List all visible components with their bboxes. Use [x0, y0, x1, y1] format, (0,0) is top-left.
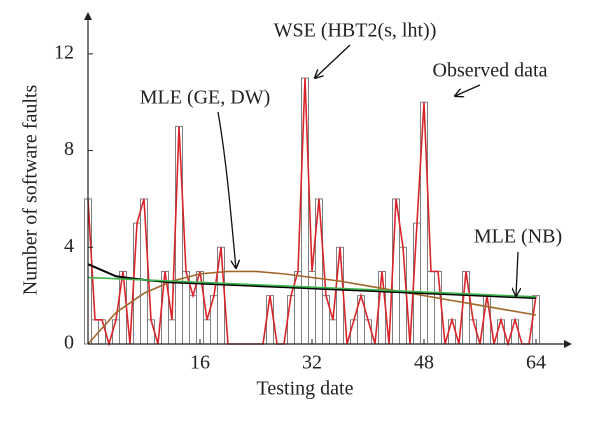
bar — [189, 295, 197, 345]
bar — [266, 295, 274, 345]
bar — [140, 198, 148, 345]
bar — [511, 319, 519, 345]
y-tick-label: 8 — [64, 138, 74, 160]
bar — [91, 319, 99, 345]
bar — [532, 295, 540, 345]
x-tick-label: 32 — [302, 352, 322, 374]
bar — [413, 222, 421, 345]
observed-line — [87, 78, 537, 347]
y-axis-label: Number of software faults — [20, 85, 42, 296]
y-tick-label: 0 — [64, 332, 74, 354]
bar — [378, 270, 386, 345]
x-axis-arrow — [564, 340, 572, 348]
bar — [399, 246, 407, 345]
bar — [497, 319, 505, 345]
bar — [168, 319, 176, 345]
bar — [427, 270, 435, 345]
bar — [483, 295, 491, 345]
bar — [350, 319, 358, 345]
bar — [112, 319, 120, 345]
annotation-arrow — [315, 44, 351, 78]
model-curve — [87, 270, 537, 345]
y-tick-label: 4 — [64, 235, 74, 257]
model-curve — [87, 263, 537, 300]
bar — [434, 270, 442, 345]
model-curve — [87, 276, 537, 298]
annotation-arrow — [516, 251, 518, 296]
x-tick-label: 48 — [414, 352, 434, 374]
bar — [469, 319, 477, 345]
bar — [329, 319, 337, 345]
bar — [287, 295, 295, 345]
y-axis-arrow — [84, 12, 92, 20]
x-axis-label: Testing date — [257, 378, 354, 400]
annotation-arrow — [455, 84, 481, 96]
bar — [133, 222, 141, 345]
annotation-arrow — [217, 111, 236, 268]
y-tick-label: 12 — [54, 41, 74, 63]
x-tick-label: 16 — [190, 352, 210, 374]
bar — [308, 270, 316, 345]
annotation: WSE (HBT2(s, lht)) — [274, 20, 437, 42]
bar — [462, 270, 470, 345]
bar — [336, 246, 344, 345]
annotation: MLE (GE, DW) — [140, 87, 271, 109]
x-tick-label: 64 — [526, 352, 546, 374]
annotation: MLE (NB) — [474, 226, 562, 248]
annotation: Observed data — [433, 60, 548, 82]
bar — [147, 319, 155, 345]
bar — [203, 319, 211, 345]
bar — [448, 319, 456, 345]
bar — [364, 319, 372, 345]
bar — [175, 125, 183, 345]
bar — [301, 77, 309, 345]
